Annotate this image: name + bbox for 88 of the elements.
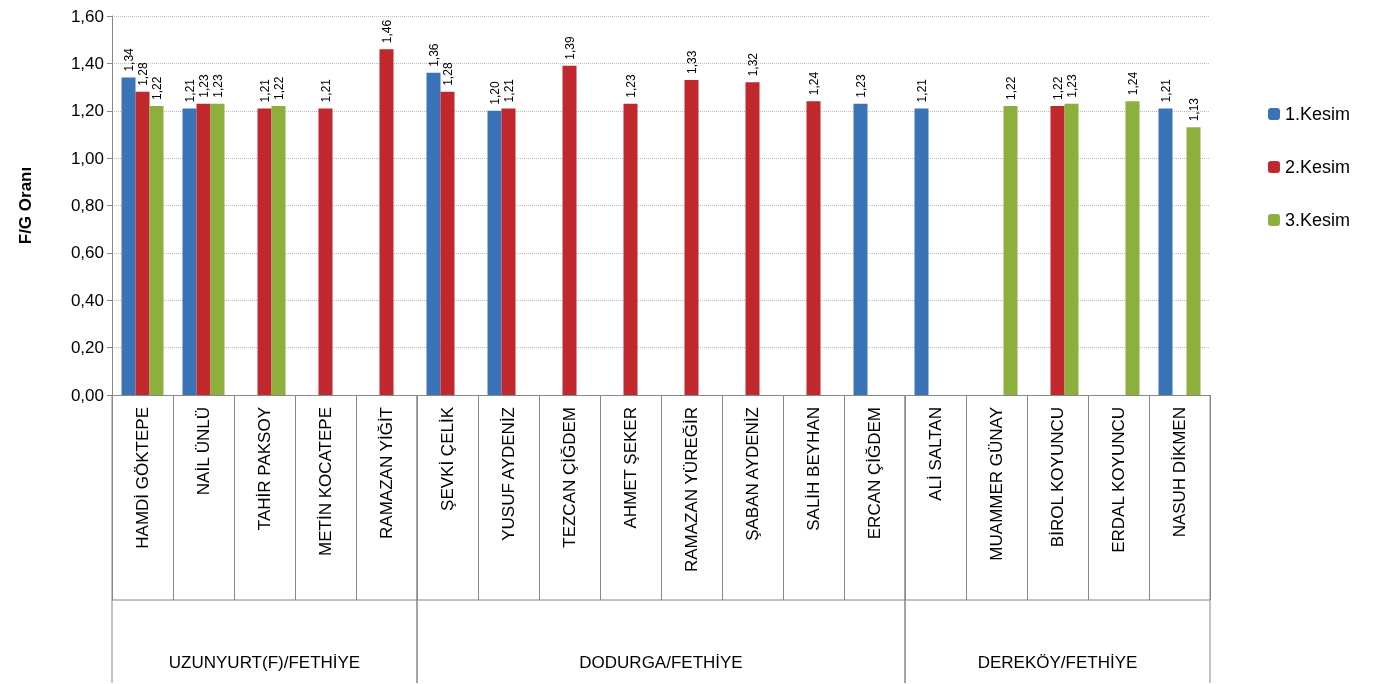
legend-label: 1.Kesim: [1284, 104, 1351, 124]
bar: [1186, 127, 1201, 395]
bar: [182, 108, 197, 395]
bar: [853, 103, 868, 395]
bar: [379, 49, 394, 395]
x-tick-label: MUAMMER GÜNAY: [987, 407, 1006, 561]
bar: [684, 79, 699, 395]
x-tick-label: AHMET ŞEKER: [621, 407, 640, 529]
data-label: 1,23: [210, 73, 225, 98]
bar: [440, 91, 455, 395]
x-tick-label: ALİ SALTAN: [926, 407, 945, 501]
data-label: 1,23: [1064, 73, 1079, 98]
x-tick-label: ŞEVKİ ÇELİK: [438, 406, 457, 511]
data-label: 1,22: [1050, 76, 1065, 101]
x-tick-label: TEZCAN ÇİĞDEM: [560, 407, 579, 548]
bar: [562, 65, 577, 395]
y-tick-label: 0,00: [70, 385, 104, 405]
bar: [623, 103, 638, 395]
y-tick-label: 0,20: [70, 338, 104, 358]
x-tick-label: NAİL ÜNLÜ: [194, 407, 213, 496]
x-tick-label: YUSUF AYDENİZ: [499, 407, 518, 541]
data-label: 1,28: [440, 62, 455, 86]
x-tick-label: METİN KOCATEPE: [316, 407, 335, 556]
y-axis-title: F/G Oranı: [16, 166, 35, 245]
data-label: 1,21: [257, 78, 272, 103]
data-label: 1,22: [271, 76, 286, 101]
x-tick-label: BİROL KOYUNCU: [1048, 407, 1067, 548]
bar: [121, 77, 136, 395]
data-label: 1,21: [318, 78, 333, 103]
bar: [806, 101, 821, 395]
y-tick-label: 1,40: [70, 53, 104, 73]
x-tick-label: RAMAZAN YÜREĞİR: [682, 407, 701, 572]
data-label: 1,13: [1186, 97, 1201, 122]
bar: [210, 103, 225, 395]
data-label: 1,22: [149, 76, 164, 101]
x-tick-label: SALİH BEYHAN: [804, 407, 823, 531]
bar: [914, 108, 929, 395]
data-label: 1,34: [121, 47, 136, 72]
y-tick-label: 1,00: [70, 148, 104, 168]
text: DODURGA/FETHİYE: [579, 652, 743, 672]
bar: [1003, 106, 1018, 395]
data-label: 1,24: [1125, 71, 1140, 96]
x-tick-label: ERDAL KOYUNCU: [1109, 407, 1128, 553]
data-label: 1,20: [487, 81, 502, 105]
bar: [135, 91, 150, 395]
bar: [1125, 101, 1140, 395]
data-label: 1,28: [135, 62, 150, 86]
data-label: 1,46: [379, 19, 394, 44]
bar: [1158, 108, 1173, 395]
bar: [257, 108, 272, 395]
x-tick-label: NASUH DİKMEN: [1170, 407, 1189, 538]
x-tick-label: ŞABAN AYDENİZ: [743, 407, 762, 541]
data-label: 1,21: [501, 78, 516, 103]
legend-label: 2.Kesim: [1284, 157, 1351, 177]
data-label: 1,22: [1003, 76, 1018, 101]
data-label: 1,21: [1158, 78, 1173, 103]
y-tick-label: 0,80: [70, 196, 104, 215]
bar: [149, 106, 164, 395]
x-tick-label: RAMAZAN YİĞİT: [377, 407, 396, 539]
y-tick-label: 0,40: [70, 290, 104, 310]
legend-label: 3.Kesim: [1284, 210, 1351, 230]
bar: [318, 108, 333, 395]
bar: [1050, 106, 1065, 395]
bar: [1064, 103, 1079, 395]
data-label: 1,24: [806, 71, 821, 96]
data-label: 1,36: [426, 43, 441, 67]
data-label: 1,33: [684, 50, 699, 74]
text: DEREKÖY/FETHİYE: [977, 652, 1138, 672]
bar: [745, 82, 760, 395]
data-label: 1,23: [853, 73, 868, 98]
x-tick-label: HAMDİ GÖKTEPE: [133, 407, 152, 549]
data-label: 1,32: [745, 52, 760, 77]
data-label: 1,23: [196, 73, 211, 98]
data-label: 1,23: [623, 73, 638, 98]
bar: [426, 72, 441, 395]
data-label: 1,21: [182, 78, 197, 103]
y-tick-label: 1,20: [70, 101, 104, 121]
y-tick-label: 1,60: [70, 6, 104, 26]
bar: [501, 108, 516, 395]
text: UZUNYURT(F)/FETHİYE: [168, 652, 361, 672]
data-label: 1,21: [914, 78, 929, 103]
y-tick-label: 0,60: [70, 243, 104, 263]
bar: [271, 106, 286, 395]
bar: [196, 103, 211, 395]
x-tick-label: TAHİR PAKSOY: [255, 407, 274, 531]
x-tick-label: ERCAN ÇİĞDEM: [865, 407, 884, 540]
data-label: 1,39: [562, 36, 577, 60]
bar: [487, 110, 502, 395]
